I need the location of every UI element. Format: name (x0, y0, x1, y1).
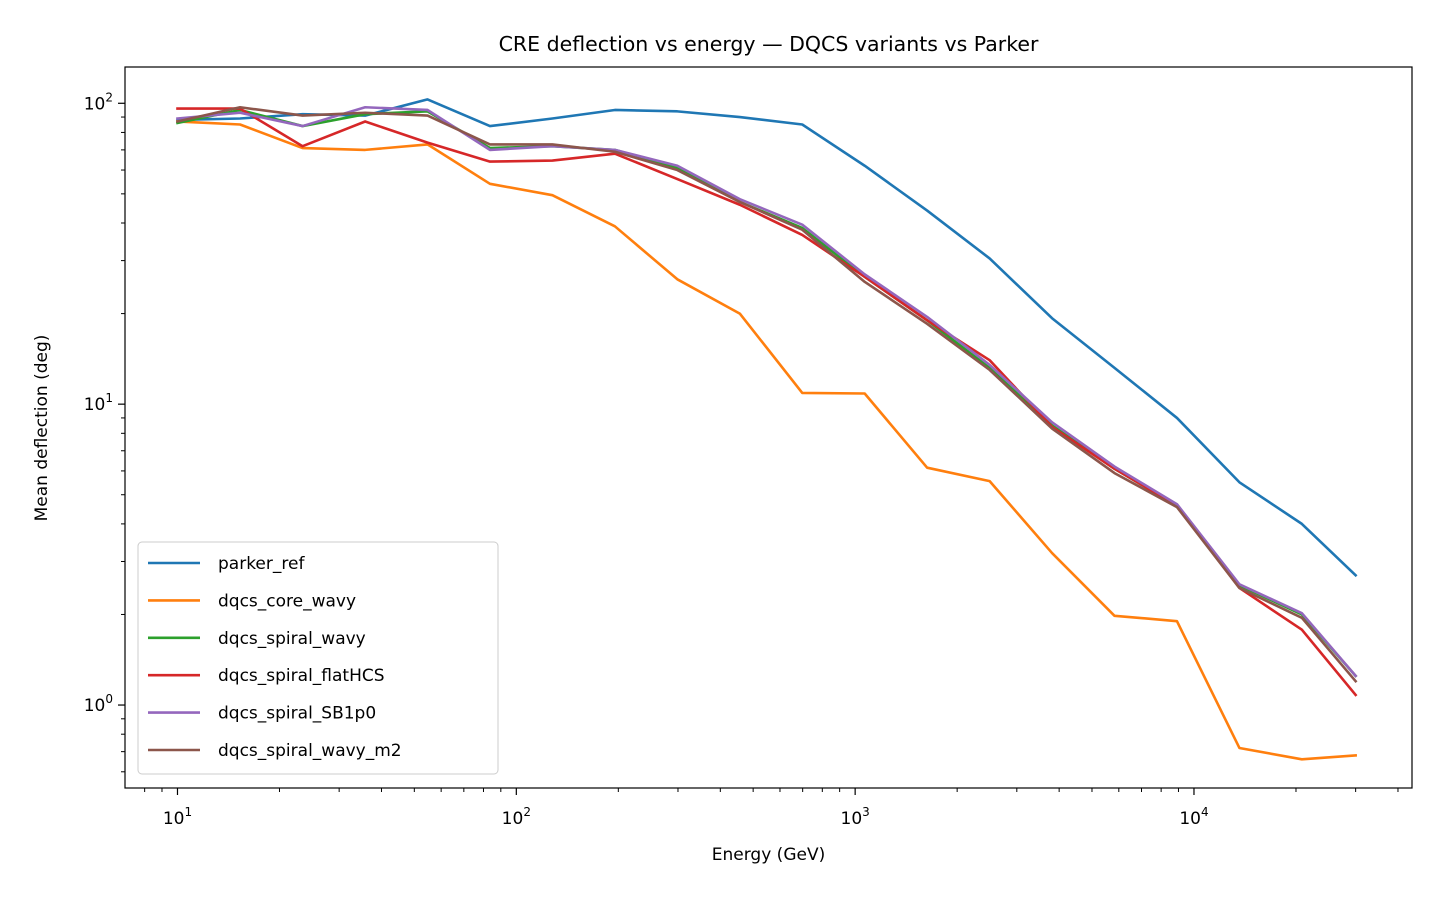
plot-frame (124, 66, 1413, 789)
x-axis-label: Energy (GeV) (712, 845, 825, 865)
series-line-dqcs-core-wavy (176, 120, 1358, 761)
x-tick-label: 102 (502, 805, 531, 829)
y-axis-label: Mean deflection (deg) (32, 335, 52, 522)
series-line-dqcs-spiral-flathcs (176, 107, 1358, 697)
legend-box (137, 541, 499, 775)
legend: parker_ref dqcs_core_wavy dqcs_spiral_wavy… (137, 541, 499, 775)
legend-label: parker_ref (218, 554, 305, 574)
legend-label: dqcs_spiral_flatHCS (218, 666, 385, 686)
series-line-dqcs-spiral-wavy-m2 (175, 105, 1358, 684)
ticks-layer: 101 102 103 104 100 101 102 (84, 90, 1399, 829)
series-layer (175, 98, 1358, 761)
chart-title: CRE deflection vs energy — DQCS variants… (499, 32, 1039, 56)
x-tick-label: 101 (163, 805, 192, 829)
x-tick-label: 104 (1179, 805, 1208, 829)
y-tick-label: 102 (84, 90, 113, 114)
series-line-dqcs-spiral-sb1p0 (176, 105, 1358, 678)
legend-label: dqcs_spiral_wavy (218, 629, 366, 649)
y-tick-label: 100 (84, 692, 113, 716)
x-tick-label: 103 (841, 805, 870, 829)
legend-label: dqcs_spiral_wavy_m2 (218, 741, 402, 761)
legend-label: dqcs_spiral_SB1p0 (218, 704, 376, 724)
y-tick-label: 101 (84, 391, 113, 415)
legend-label: dqcs_core_wavy (218, 591, 356, 611)
